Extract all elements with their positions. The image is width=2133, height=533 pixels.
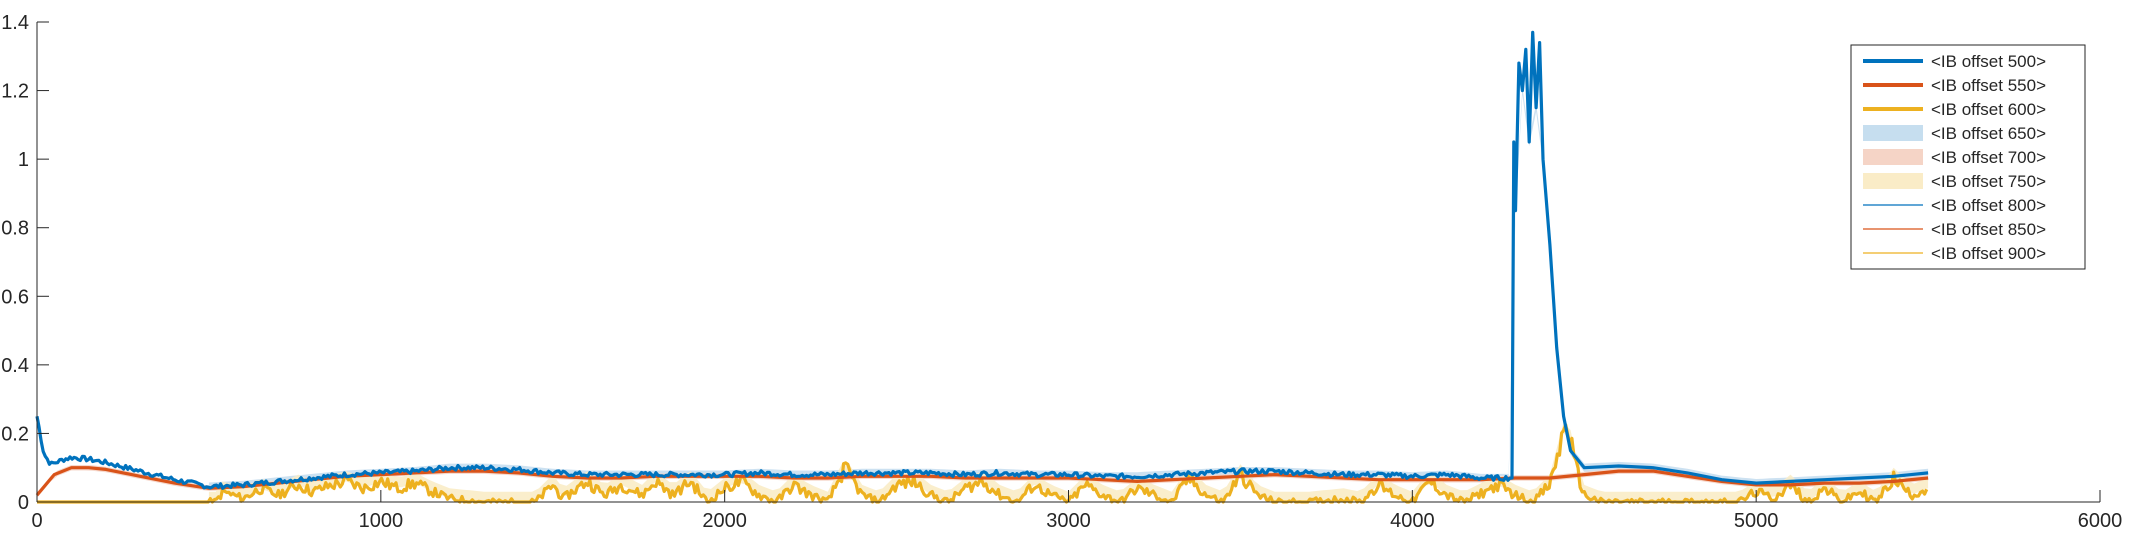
y-tick-label: 0.4	[1, 355, 29, 377]
x-tick-label: 4000	[1390, 510, 1435, 532]
legend-swatch	[1863, 173, 1923, 189]
legend-label: <IB offset 600>	[1931, 100, 2046, 119]
legend-label: <IB offset 700>	[1931, 148, 2046, 167]
y-tick-label: 1.4	[1, 12, 29, 34]
band-1	[208, 86, 1929, 491]
legend: <IB offset 500> <IB offset 550> <IB offset…	[1850, 44, 2086, 270]
series-line-500	[35, 30, 1929, 490]
legend-swatch	[1863, 149, 1923, 165]
y-tick-label: 0	[18, 492, 29, 514]
y-tick-label: 0.6	[1, 286, 29, 308]
legend-label: <IB offset 850>	[1931, 220, 2046, 239]
x-tick-label: 3000	[1046, 510, 1091, 532]
legend-label: <IB offset 750>	[1931, 172, 2046, 191]
axes: 0 1000 2000 3000 4000 5000 6000 0 0.2 0.4 0.6 0.8 1 1…	[1, 12, 2122, 532]
y-tick-label: 1	[18, 149, 29, 171]
y-tick-label: 0.2	[1, 423, 29, 445]
legend-label: <IB offset 650>	[1931, 124, 2046, 143]
legend-swatch	[1863, 125, 1923, 141]
x-tick-label: 0	[31, 510, 42, 532]
x-tick-label: 1000	[359, 510, 404, 532]
legend-label: <IB offset 500>	[1931, 52, 2046, 71]
legend-label: <IB offset 900>	[1931, 244, 2046, 263]
x-tick-label: 2000	[702, 510, 747, 532]
shaded-bands	[37, 86, 1929, 502]
legend-label: <IB offset 800>	[1931, 196, 2046, 215]
y-tick-label: 1.2	[1, 81, 29, 103]
x-tick-label: 6000	[2078, 510, 2123, 532]
series-lines	[35, 30, 1929, 504]
x-tick-label: 5000	[1734, 510, 1779, 532]
y-tick-label: 0.8	[1, 218, 29, 240]
legend-label: <IB offset 550>	[1931, 76, 2046, 95]
